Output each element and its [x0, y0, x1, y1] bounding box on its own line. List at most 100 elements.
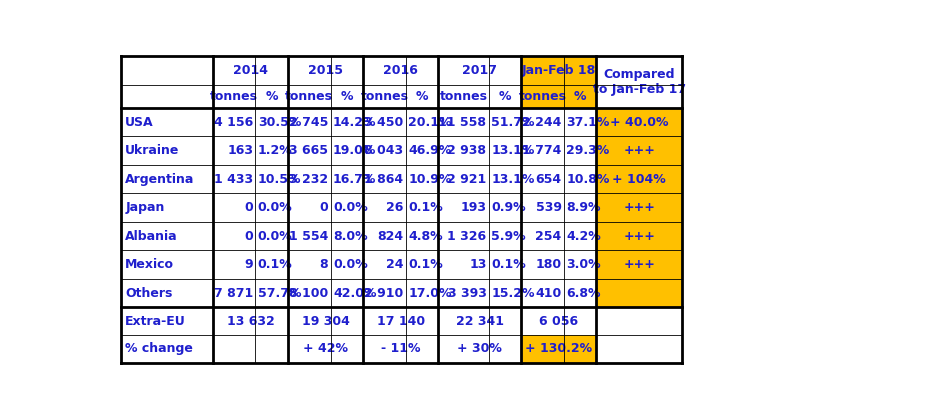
Text: 654: 654 — [535, 173, 561, 186]
Text: 2 745: 2 745 — [288, 116, 328, 129]
Text: 13.1%: 13.1% — [490, 173, 534, 186]
Bar — [521, 56, 596, 85]
Text: + 40.0%: + 40.0% — [609, 116, 667, 129]
Text: 10.8%: 10.8% — [565, 173, 609, 186]
Text: Albania: Albania — [125, 229, 178, 242]
Text: 8 043: 8 043 — [364, 144, 403, 157]
Text: 6.8%: 6.8% — [565, 287, 600, 300]
Text: 19.0%: 19.0% — [333, 144, 376, 157]
Text: 0: 0 — [244, 229, 253, 242]
Text: 1 554: 1 554 — [288, 229, 328, 242]
Text: tonnes: tonnes — [210, 90, 258, 103]
Text: %: % — [499, 90, 511, 103]
Text: tonnes: tonnes — [518, 90, 566, 103]
Text: Jan-Feb 18: Jan-Feb 18 — [521, 64, 595, 76]
Text: 16.7%: 16.7% — [333, 173, 376, 186]
Text: 24: 24 — [386, 258, 403, 271]
Text: 0.0%: 0.0% — [258, 229, 292, 242]
Text: 22 341: 22 341 — [455, 315, 503, 328]
Text: + 30%: + 30% — [457, 342, 502, 355]
Text: tonnes: tonnes — [286, 90, 333, 103]
Text: 0.1%: 0.1% — [490, 258, 526, 271]
Text: + 130.2%: + 130.2% — [525, 342, 591, 355]
Text: 14.2%: 14.2% — [333, 116, 376, 129]
Text: 29.3%: 29.3% — [565, 144, 609, 157]
Bar — [596, 279, 681, 307]
Text: 539: 539 — [535, 201, 561, 214]
Text: USA: USA — [125, 116, 154, 129]
Bar — [596, 250, 681, 279]
Text: Mexico: Mexico — [125, 258, 174, 271]
Text: %: % — [415, 90, 428, 103]
Text: 42.0%: 42.0% — [333, 287, 376, 300]
Text: 180: 180 — [535, 258, 561, 271]
Text: 0.0%: 0.0% — [333, 201, 367, 214]
Bar — [121, 56, 681, 363]
Text: 2015: 2015 — [308, 64, 343, 76]
Text: %: % — [340, 90, 353, 103]
Text: 4.2%: 4.2% — [565, 229, 601, 242]
Text: 2 921: 2 921 — [447, 173, 486, 186]
Text: + 42%: + 42% — [303, 342, 348, 355]
Text: 37.1%: 37.1% — [565, 116, 609, 129]
Text: 17.0%: 17.0% — [408, 287, 451, 300]
Text: 6 056: 6 056 — [539, 315, 578, 328]
Text: 0.9%: 0.9% — [490, 201, 526, 214]
Text: +++: +++ — [623, 144, 654, 157]
Text: 10.9%: 10.9% — [408, 173, 451, 186]
Text: 0: 0 — [319, 201, 328, 214]
Bar — [596, 165, 681, 194]
Text: 15.2%: 15.2% — [490, 287, 534, 300]
Text: 20.1%: 20.1% — [408, 116, 451, 129]
Text: 2 244: 2 244 — [522, 116, 561, 129]
Text: Argentina: Argentina — [125, 173, 195, 186]
Text: 1.2%: 1.2% — [258, 144, 292, 157]
Bar — [596, 222, 681, 250]
Text: Compared
to Jan-Feb 17: Compared to Jan-Feb 17 — [592, 68, 685, 96]
Text: 17 140: 17 140 — [376, 315, 425, 328]
Text: 824: 824 — [377, 229, 403, 242]
Text: %: % — [574, 90, 586, 103]
Text: 3 393: 3 393 — [447, 287, 486, 300]
Text: 1 326: 1 326 — [447, 229, 486, 242]
Text: 0.0%: 0.0% — [333, 258, 367, 271]
Text: 57.7%: 57.7% — [258, 287, 301, 300]
Text: 193: 193 — [460, 201, 486, 214]
Text: Japan: Japan — [125, 201, 164, 214]
Text: 11 558: 11 558 — [438, 116, 486, 129]
Text: 0: 0 — [244, 201, 253, 214]
Text: 3 450: 3 450 — [364, 116, 403, 129]
Text: 13 632: 13 632 — [226, 315, 274, 328]
Text: 4 156: 4 156 — [214, 116, 253, 129]
Text: 19 304: 19 304 — [301, 315, 349, 328]
Text: 0.0%: 0.0% — [258, 201, 292, 214]
Text: 0.1%: 0.1% — [258, 258, 292, 271]
Text: 9: 9 — [245, 258, 253, 271]
Text: 2016: 2016 — [383, 64, 418, 76]
Text: + 104%: + 104% — [612, 173, 666, 186]
Text: 51.7%: 51.7% — [490, 116, 534, 129]
Bar — [521, 335, 596, 363]
Bar — [521, 85, 596, 108]
Text: Others: Others — [125, 287, 172, 300]
Text: - 11%: - 11% — [381, 342, 420, 355]
Text: 10.5%: 10.5% — [258, 173, 301, 186]
Text: 3 665: 3 665 — [289, 144, 328, 157]
Text: 0.1%: 0.1% — [408, 258, 442, 271]
Text: 8.0%: 8.0% — [333, 229, 367, 242]
Text: 4.8%: 4.8% — [408, 229, 442, 242]
Text: 410: 410 — [535, 287, 561, 300]
Text: 8 100: 8 100 — [289, 287, 328, 300]
Text: 7 871: 7 871 — [214, 287, 253, 300]
Text: 2017: 2017 — [462, 64, 497, 76]
Text: 8: 8 — [320, 258, 328, 271]
Text: 3 232: 3 232 — [289, 173, 328, 186]
Text: tonnes: tonnes — [361, 90, 408, 103]
Text: 26: 26 — [386, 201, 403, 214]
Text: 30.5%: 30.5% — [258, 116, 301, 129]
Text: tonnes: tonnes — [439, 90, 487, 103]
Text: +++: +++ — [623, 201, 654, 214]
Bar — [596, 108, 681, 136]
Bar — [596, 136, 681, 165]
Text: 3.0%: 3.0% — [565, 258, 601, 271]
